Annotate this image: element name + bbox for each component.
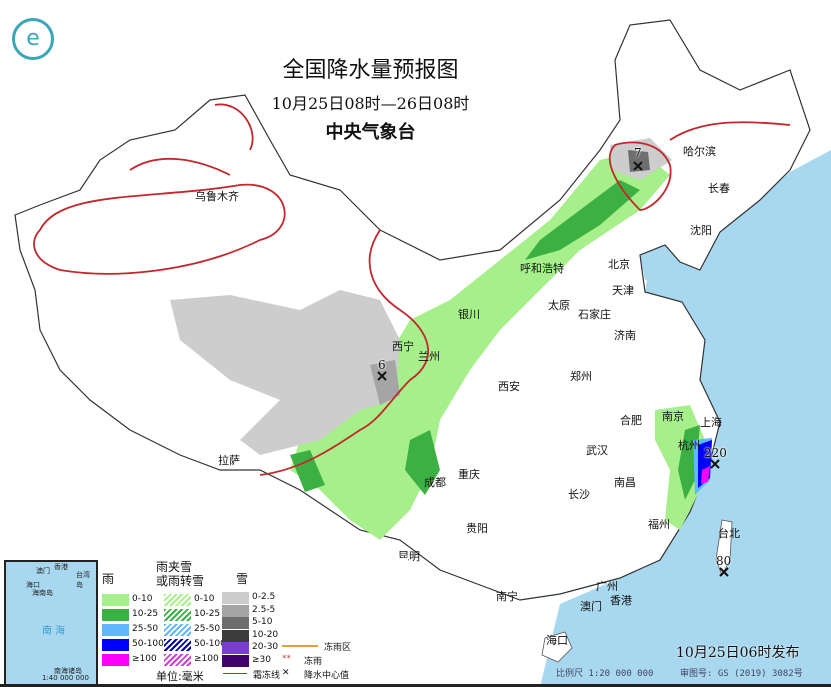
city-label: 北京 (608, 258, 630, 271)
city-label: 银川 (458, 308, 480, 321)
city-label: 福州 (648, 518, 670, 531)
mixed-label: ≥100 (194, 654, 219, 664)
city-label: 哈尔滨 (683, 145, 716, 158)
rain-swatch (102, 639, 129, 651)
city-label: 兰州 (418, 350, 440, 363)
city-label: 天津 (612, 284, 634, 297)
city-label: 重庆 (458, 468, 480, 481)
city-label: 西安 (498, 380, 520, 393)
rain-swatch (102, 594, 129, 606)
rain-10-25-tibet (290, 450, 325, 492)
ocean (540, 150, 831, 687)
mixed-label: 10-25 (194, 609, 221, 619)
cma-logo: e (12, 18, 54, 60)
mixed-swatch (164, 609, 191, 621)
center-marker-icon: ✕ (282, 668, 290, 678)
mixed-swatch (164, 624, 191, 636)
mixed-label: 0-10 (194, 594, 215, 604)
issued-time: 10月25日06时发布 (676, 645, 800, 661)
rain-label: 0-10 (132, 594, 153, 604)
city-label: 南宁 (496, 590, 518, 603)
map-title: 全国降水量预报图 (282, 58, 459, 83)
city-label: 武汉 (586, 444, 608, 457)
city-label: 呼和浩特 (520, 262, 564, 275)
city-label: 海口 (546, 634, 568, 647)
city-label: 西宁 (392, 340, 414, 353)
precip-center-markers (377, 161, 729, 577)
city-label: 南昌 (614, 476, 636, 489)
snow-label: 0-2.5 (252, 592, 276, 602)
city-label: 拉萨 (218, 454, 240, 467)
snow-label: 5-10 (252, 617, 273, 627)
rain-100 (701, 466, 710, 484)
snow-swatch (222, 629, 249, 642)
snow-label: ≥30 (252, 654, 271, 665)
taiwan (715, 519, 733, 576)
precip-center-value: 7 (634, 146, 642, 160)
rain-10-25-sichuan (405, 430, 440, 495)
south-china-sea-inset: 澳门 香港 台湾岛 海口 海南岛 南 海 南海诸岛 1:40 000 000 (4, 560, 98, 686)
city-label: 长春 (708, 182, 730, 195)
mixed-swatch (164, 639, 191, 651)
freezing-rain-icon: ** (282, 654, 291, 664)
city-label: 上海 (700, 416, 722, 429)
rain-10-25 (525, 180, 640, 260)
city-label: 郑州 (570, 370, 592, 383)
mixed-label: 25-50 (194, 624, 221, 634)
precip-center-value: 6 (378, 358, 386, 372)
rain-label: 50-100 (132, 639, 164, 649)
snow-label: 10-20 (252, 629, 279, 640)
city-label: 广州 (596, 580, 618, 593)
city-label: 济南 (614, 329, 636, 342)
snow-swatch (222, 604, 249, 617)
mixed-swatch (164, 594, 191, 606)
freezing-lines (33, 103, 791, 476)
city-label: 南京 (662, 410, 684, 423)
snow-label: 20-30 (252, 642, 279, 652)
city-label: 香港 (610, 594, 632, 607)
city-label: 台北 (718, 527, 740, 540)
rain-label: 25-50 (132, 624, 159, 634)
precip-center-value: 220 (704, 446, 727, 460)
snow-0-2.5 (170, 290, 400, 455)
issuer: 中央气象台 (325, 122, 416, 143)
city-label: 长沙 (568, 488, 590, 501)
bottom-border (0, 684, 831, 687)
city-label: 太原 (548, 299, 570, 312)
forecast-period: 10月25日08时—26日08时 (271, 94, 470, 113)
snow-label: 2.5-5 (252, 604, 276, 615)
city-label: 杭州 (678, 439, 700, 452)
city-label: 合肥 (620, 414, 642, 427)
rain-swatch (102, 609, 129, 621)
rain-swatch (102, 654, 129, 666)
mixed-swatch (164, 654, 191, 666)
map-scale: 比例尺 1:20 000 000 (556, 669, 654, 679)
snow-2.5-5 (370, 360, 400, 405)
hainan (541, 631, 573, 663)
legend: 雨 雨夹雪 或雨转雪 雪 0-10 10-25 25-50 50-100 ≥100 0-1… (98, 558, 408, 684)
city-label: 成都 (424, 476, 446, 489)
freezing-line-swatch (223, 673, 247, 674)
rain-label: ≥100 (132, 654, 157, 664)
precip-center-value: 80 (716, 554, 732, 568)
city-label: 沈阳 (690, 224, 712, 237)
bohai-sea (640, 245, 680, 285)
rain-label: 10-25 (132, 609, 159, 619)
city-label: 澳门 (580, 600, 602, 613)
map-approval-number: 审图号: GS (2019) 3082号 (680, 669, 803, 679)
mixed-label: 50-100 (194, 639, 226, 649)
rain-swatch (102, 624, 129, 636)
snow-swatch (222, 592, 249, 604)
rain-0-10-band (290, 150, 670, 540)
city-label: 石家庄 (578, 308, 611, 321)
city-label: 贵阳 (466, 522, 488, 535)
snow-swatch (222, 617, 249, 629)
snow-swatch (222, 654, 249, 667)
snow-swatch (222, 642, 249, 654)
closed-area-swatch (282, 645, 318, 647)
snow-5-10 (628, 150, 650, 172)
city-label: 乌鲁木齐 (195, 190, 239, 203)
